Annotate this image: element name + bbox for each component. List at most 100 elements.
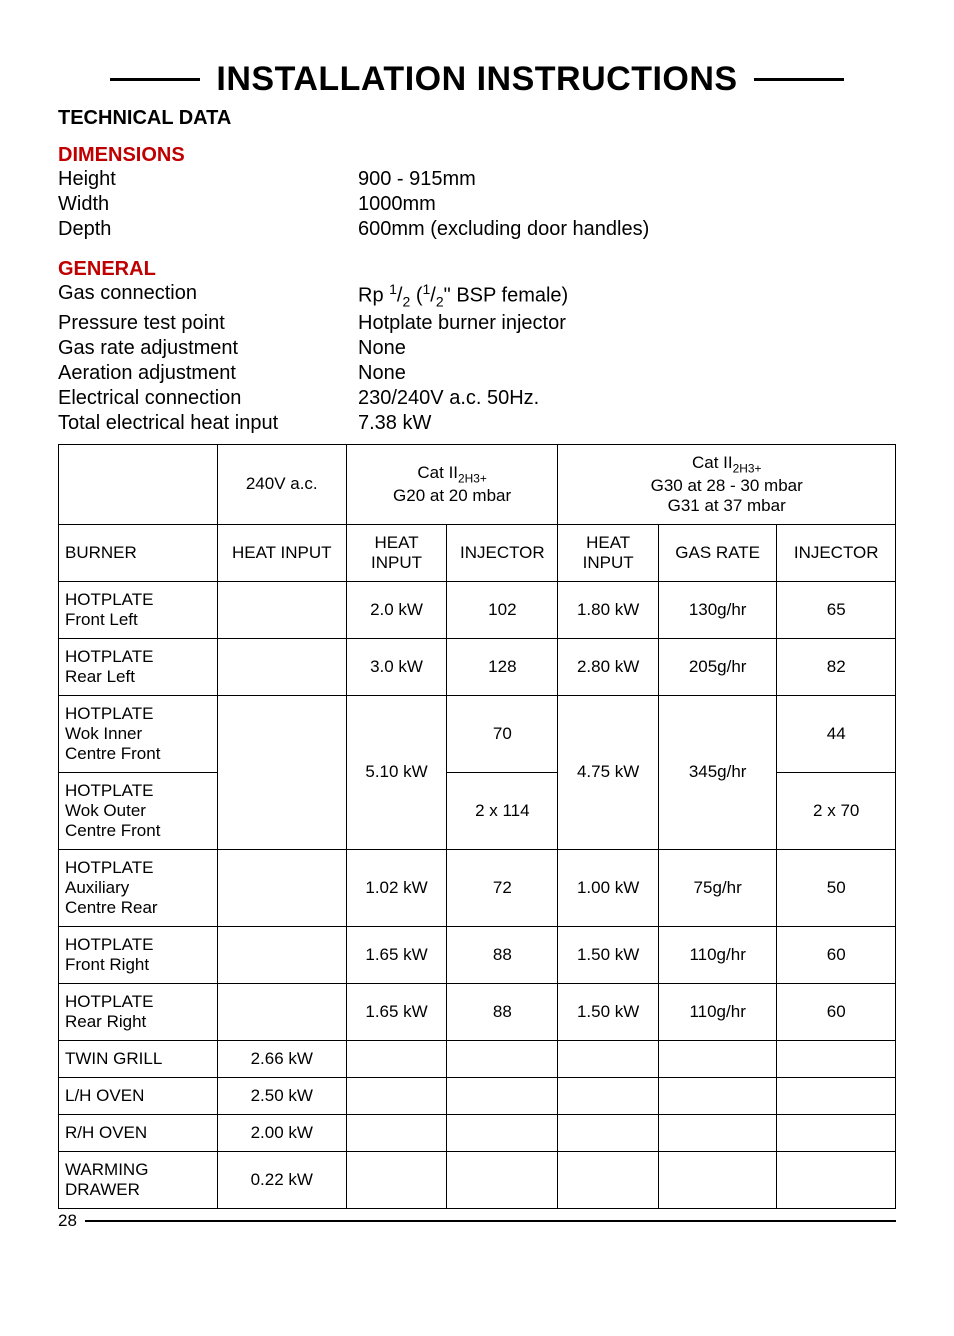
header-g30: Cat II2H3+G30 at 28 - 30 mbarG31 at 37 m… bbox=[558, 445, 896, 524]
table-row: L/H OVEN 2.50 kW bbox=[59, 1077, 896, 1114]
header-injector: INJECTOR bbox=[447, 524, 558, 581]
table-row: WARMINGDRAWER 0.22 kW bbox=[59, 1151, 896, 1208]
kv-label: Total electrical heat input bbox=[58, 411, 358, 436]
header-240v: 240V a.c. bbox=[217, 445, 346, 524]
table-row: 240V a.c. Cat II2H3+G20 at 20 mbar Cat I… bbox=[59, 445, 896, 524]
cell bbox=[217, 581, 346, 638]
table-row: TWIN GRILL 2.66 kW bbox=[59, 1040, 896, 1077]
cell-burner: HOTPLATEFront Left bbox=[59, 581, 218, 638]
page-footer: 28 bbox=[58, 1211, 896, 1231]
spec-table: 240V a.c. Cat II2H3+G20 at 20 mbar Cat I… bbox=[58, 444, 896, 1208]
cell: 65 bbox=[777, 581, 896, 638]
cell: 50 bbox=[777, 849, 896, 926]
cell: 2.00 kW bbox=[217, 1114, 346, 1151]
header-burner: BURNER bbox=[59, 524, 218, 581]
cell bbox=[558, 1114, 659, 1151]
table-row: HOTPLATERear Right 1.65 kW 88 1.50 kW 11… bbox=[59, 983, 896, 1040]
header-g30-l3: G31 at 37 mbar bbox=[668, 496, 786, 515]
kv-value: None bbox=[358, 361, 896, 386]
page-number: 28 bbox=[58, 1211, 77, 1231]
cell: 2.66 kW bbox=[217, 1040, 346, 1077]
rule-left bbox=[110, 78, 200, 81]
cell bbox=[346, 1040, 447, 1077]
cell bbox=[558, 1040, 659, 1077]
cell-burner: HOTPLATERear Right bbox=[59, 983, 218, 1040]
kv-label: Depth bbox=[58, 217, 358, 242]
cell: 60 bbox=[777, 983, 896, 1040]
kv-row: Width1000mm bbox=[58, 192, 896, 217]
kv-value: 900 - 915mm bbox=[358, 167, 896, 192]
kv-value: 600mm (excluding door handles) bbox=[358, 217, 896, 242]
table-row: HOTPLATEAuxiliaryCentre Rear 1.02 kW 72 … bbox=[59, 849, 896, 926]
header-g30-l2: G30 at 28 - 30 mbar bbox=[651, 476, 803, 495]
cell bbox=[346, 1077, 447, 1114]
cell bbox=[658, 1151, 777, 1208]
cell: 88 bbox=[447, 983, 558, 1040]
cell bbox=[777, 1040, 896, 1077]
cell: 345g/hr bbox=[658, 695, 777, 849]
cell: 128 bbox=[447, 638, 558, 695]
cell: 2.80 kW bbox=[558, 638, 659, 695]
cell: 110g/hr bbox=[658, 926, 777, 983]
general-block: Gas connectionRp 1/2 (1/2" BSP female) P… bbox=[58, 281, 896, 436]
kv-row: Gas connectionRp 1/2 (1/2" BSP female) bbox=[58, 281, 896, 311]
header-blank bbox=[59, 445, 218, 524]
cell: 1.00 kW bbox=[558, 849, 659, 926]
cell: 2.50 kW bbox=[217, 1077, 346, 1114]
header-injector-2: INJECTOR bbox=[777, 524, 896, 581]
header-gas-rate: GAS RATE bbox=[658, 524, 777, 581]
cell: 60 bbox=[777, 926, 896, 983]
kv-row: Gas rate adjustmentNone bbox=[58, 336, 896, 361]
kv-value: 230/240V a.c. 50Hz. bbox=[358, 386, 896, 411]
cell: 70 bbox=[447, 695, 558, 772]
table-row: HOTPLATEFront Left 2.0 kW 102 1.80 kW 13… bbox=[59, 581, 896, 638]
kv-label: Gas connection bbox=[58, 281, 358, 311]
header-g20: Cat II2H3+G20 at 20 mbar bbox=[346, 445, 558, 524]
rule-right bbox=[754, 78, 844, 81]
header-g30-l1: Cat II bbox=[692, 453, 733, 472]
cell: 0.22 kW bbox=[217, 1151, 346, 1208]
cell bbox=[658, 1077, 777, 1114]
cell-burner: R/H OVEN bbox=[59, 1114, 218, 1151]
kv-row: Electrical connection230/240V a.c. 50Hz. bbox=[58, 386, 896, 411]
cell bbox=[777, 1151, 896, 1208]
cell-burner: L/H OVEN bbox=[59, 1077, 218, 1114]
cell-burner: TWIN GRILL bbox=[59, 1040, 218, 1077]
cell bbox=[346, 1151, 447, 1208]
cell: 1.65 kW bbox=[346, 983, 447, 1040]
table-row: R/H OVEN 2.00 kW bbox=[59, 1114, 896, 1151]
header-heat-input: HEATINPUT bbox=[346, 524, 447, 581]
cell bbox=[217, 926, 346, 983]
table-row: HOTPLATEFront Right 1.65 kW 88 1.50 kW 1… bbox=[59, 926, 896, 983]
cell: 3.0 kW bbox=[346, 638, 447, 695]
cell bbox=[658, 1040, 777, 1077]
cell: 1.80 kW bbox=[558, 581, 659, 638]
cell: 72 bbox=[447, 849, 558, 926]
cell bbox=[217, 983, 346, 1040]
header-g20-l2: G20 at 20 mbar bbox=[393, 486, 511, 505]
cell bbox=[346, 1114, 447, 1151]
cell bbox=[217, 638, 346, 695]
cell: 75g/hr bbox=[658, 849, 777, 926]
kv-label: Gas rate adjustment bbox=[58, 336, 358, 361]
header-g30-sub: 2H3+ bbox=[733, 462, 762, 476]
cell-burner: HOTPLATERear Left bbox=[59, 638, 218, 695]
cell: 44 bbox=[777, 695, 896, 772]
cell: 205g/hr bbox=[658, 638, 777, 695]
header-g20-sub: 2H3+ bbox=[458, 472, 487, 486]
footer-rule bbox=[85, 1220, 896, 1222]
kv-value: None bbox=[358, 336, 896, 361]
cell bbox=[558, 1151, 659, 1208]
table-row: HOTPLATEWok InnerCentre Front 5.10 kW 70… bbox=[59, 695, 896, 772]
cell bbox=[447, 1040, 558, 1077]
cell bbox=[447, 1151, 558, 1208]
cell: 1.50 kW bbox=[558, 926, 659, 983]
cell: 1.50 kW bbox=[558, 983, 659, 1040]
kv-value: 1000mm bbox=[358, 192, 896, 217]
cell: 110g/hr bbox=[658, 983, 777, 1040]
kv-value: Rp 1/2 (1/2" BSP female) bbox=[358, 281, 896, 311]
cell bbox=[447, 1077, 558, 1114]
kv-row: Aeration adjustmentNone bbox=[58, 361, 896, 386]
dimensions-block: Height900 - 915mm Width1000mm Depth600mm… bbox=[58, 167, 896, 242]
cell: 1.65 kW bbox=[346, 926, 447, 983]
